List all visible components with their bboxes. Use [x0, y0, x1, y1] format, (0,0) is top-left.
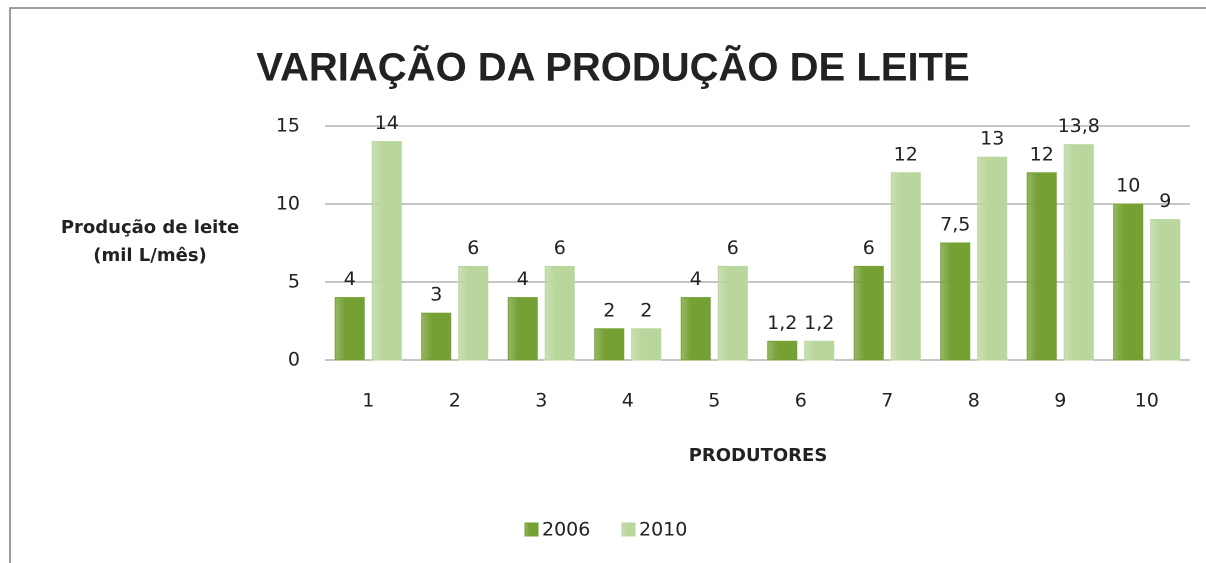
data-label: 4	[690, 268, 702, 290]
chart-frame	[9, 7, 1206, 563]
data-label: 4	[517, 268, 529, 290]
data-label: 4	[344, 268, 356, 290]
data-label: 13,8	[1058, 115, 1100, 137]
bar	[853, 265, 884, 361]
bar	[717, 265, 748, 361]
data-label: 6	[727, 237, 739, 259]
y-tick-label: 15	[276, 115, 300, 137]
bar	[1150, 219, 1181, 361]
x-tick-label: 10	[1135, 390, 1159, 412]
bar	[334, 297, 365, 361]
bar	[890, 172, 921, 361]
bar	[767, 340, 798, 361]
bar	[680, 297, 711, 361]
y-axis-label: Produção de leite	[61, 217, 239, 238]
data-label: 6	[467, 237, 479, 259]
bar	[421, 312, 452, 361]
x-tick-label: 7	[881, 390, 893, 412]
data-label: 9	[1159, 190, 1171, 212]
legend-swatch	[621, 522, 636, 537]
data-label: 1,2	[804, 312, 834, 334]
x-tick-label: 5	[708, 390, 720, 412]
data-label: 7,5	[940, 214, 970, 236]
y-tick-label: 10	[276, 193, 300, 215]
data-label: 2	[640, 299, 652, 321]
legend-label: 2006	[542, 519, 590, 541]
bar	[507, 297, 538, 361]
bar	[371, 141, 402, 361]
data-label: 10	[1116, 175, 1140, 197]
x-tick-label: 6	[795, 390, 807, 412]
legend-swatch	[524, 522, 539, 537]
bar	[458, 265, 489, 361]
bar	[594, 328, 625, 361]
x-tick-label: 9	[1054, 390, 1066, 412]
x-tick-label: 2	[449, 390, 461, 412]
x-tick-label: 1	[362, 390, 374, 412]
x-tick-label: 8	[968, 390, 980, 412]
y-tick-label: 0	[288, 349, 300, 371]
chart-title: VARIAÇÃO DA PRODUÇÃO DE LEITE	[256, 44, 969, 90]
x-tick-label: 3	[535, 390, 547, 412]
data-label: 6	[863, 237, 875, 259]
data-label: 13	[980, 128, 1004, 150]
bar	[1026, 172, 1057, 361]
bar	[804, 340, 835, 361]
bar	[977, 156, 1008, 361]
data-label: 3	[430, 284, 442, 306]
bar	[940, 242, 971, 361]
bar	[631, 328, 662, 361]
x-axis-label: PRODUTORES	[689, 445, 828, 466]
data-label: 6	[554, 237, 566, 259]
y-axis-label: (mil L/mês)	[93, 245, 207, 266]
bar	[1113, 203, 1144, 361]
data-label: 1,2	[767, 312, 797, 334]
bar	[544, 265, 575, 361]
y-tick-label: 5	[288, 271, 300, 293]
x-tick-label: 4	[622, 390, 634, 412]
legend-label: 2010	[639, 519, 687, 541]
data-label: 2	[603, 299, 615, 321]
bar	[1063, 144, 1094, 361]
data-label: 12	[894, 143, 918, 165]
data-label: 14	[375, 112, 399, 134]
data-label: 12	[1030, 143, 1054, 165]
